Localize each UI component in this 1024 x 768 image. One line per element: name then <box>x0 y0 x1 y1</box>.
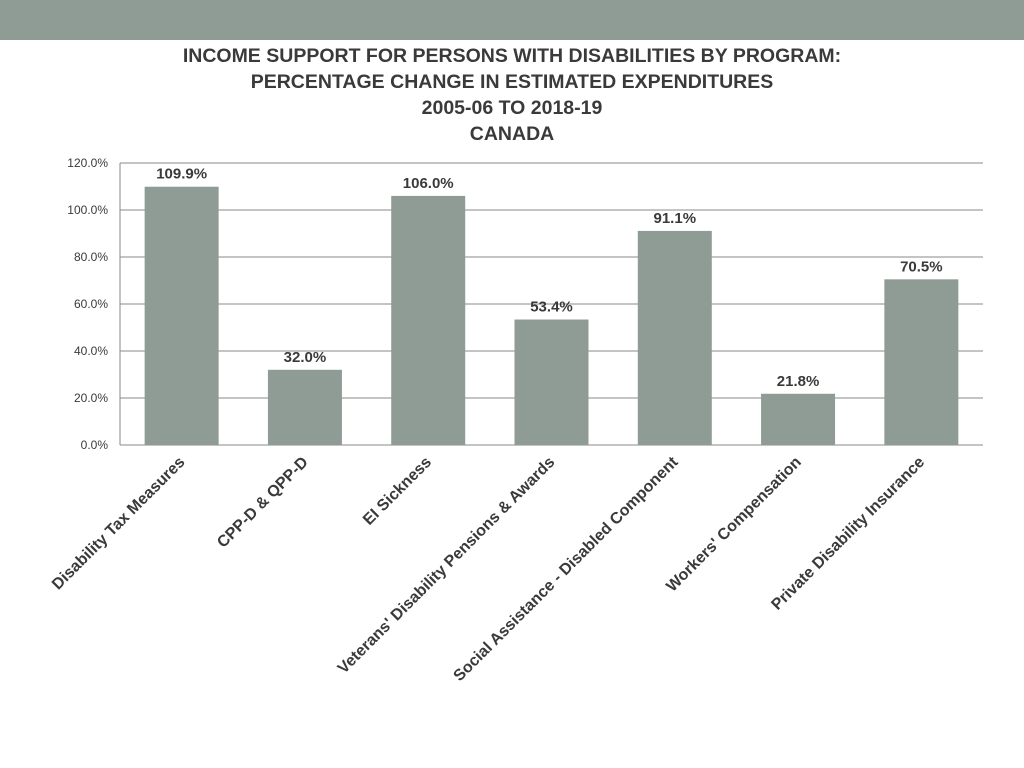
y-tick-label: 120.0% <box>67 156 108 170</box>
x-tick-label: Social Assistance - Disabled Component <box>451 453 682 684</box>
x-tick-label: Disability Tax Measures <box>49 454 189 594</box>
bar <box>761 393 836 445</box>
data-label: 32.0% <box>284 349 327 366</box>
chart-title-line-3: 2005-06 TO 2018-19 <box>421 97 603 119</box>
data-label: 21.8% <box>777 373 820 390</box>
bar <box>884 279 959 445</box>
bar <box>637 230 712 445</box>
y-tick-label: 60.0% <box>74 297 108 311</box>
bar <box>514 319 589 445</box>
x-tick-label: Workers' Compensation <box>663 454 804 595</box>
data-label: 70.5% <box>900 258 943 275</box>
y-tick-label: 80.0% <box>74 250 108 264</box>
chart-title: INCOME SUPPORT FOR PERSONS WITH DISABILI… <box>0 43 1024 147</box>
data-label: 106.0% <box>403 175 454 192</box>
y-tick-label: 0.0% <box>81 438 109 452</box>
bar <box>267 369 342 445</box>
data-label: 109.9% <box>156 166 207 183</box>
bar <box>144 186 219 446</box>
x-tick-label: EI Sickness <box>360 454 435 529</box>
y-tick-label: 40.0% <box>74 344 108 358</box>
chart-title-line-4: CANADA <box>469 123 555 145</box>
x-tick-label: Veterans' Disability Pensions & Awards <box>335 454 559 678</box>
data-label: 53.4% <box>530 299 573 316</box>
chart-title-line-1: INCOME SUPPORT FOR PERSONS WITH DISABILI… <box>182 45 842 67</box>
y-tick-label: 20.0% <box>74 391 108 405</box>
data-label: 91.1% <box>654 210 697 227</box>
bar <box>391 195 466 445</box>
chart-title-line-2: PERCENTAGE CHANGE IN ESTIMATED EXPENDITU… <box>250 71 774 93</box>
header-band <box>0 0 1024 40</box>
x-tick-label: CPP-D & QPP-D <box>214 454 312 552</box>
y-tick-label: 100.0% <box>67 203 108 217</box>
